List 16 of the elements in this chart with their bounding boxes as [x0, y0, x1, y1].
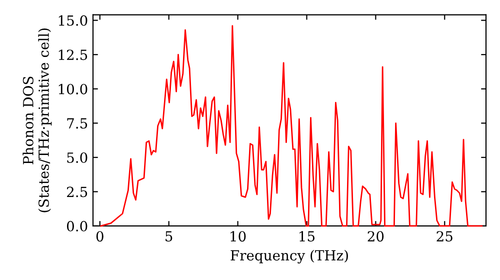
x-tick-label: 10: [230, 231, 246, 242]
x-tick-label: 20: [368, 231, 384, 242]
y-tick-label: 0.0: [66, 220, 88, 232]
x-tick-label: 15: [300, 231, 314, 242]
y-axis-title: Phonon DOS (States/THz·primitive cell): [22, 28, 52, 212]
x-tick-label: 0: [96, 231, 104, 242]
y-tick-label: 2.5: [66, 186, 88, 198]
y-tick-label: 15.0: [58, 15, 88, 26]
x-tick-label: 25: [436, 231, 452, 242]
y-tick-label: 5.0: [67, 152, 88, 163]
y-tick-label: 12.5: [58, 50, 88, 60]
y-tick-label: 7.5: [67, 118, 88, 129]
x-axis-title: Frequency (THz): [230, 250, 348, 264]
y-tick-label: 10.0: [58, 84, 88, 94]
line-series: [100, 25, 483, 227]
x-tick-label: 5: [166, 231, 172, 242]
